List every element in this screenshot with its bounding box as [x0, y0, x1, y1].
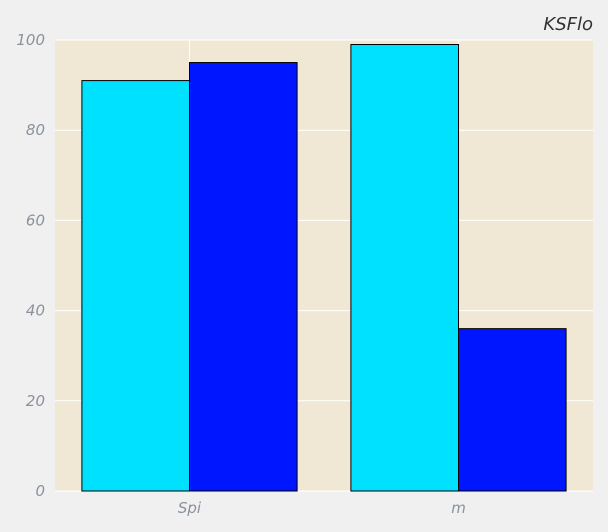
x-axis-ticks: Spi m	[178, 499, 466, 517]
bars	[81, 44, 567, 492]
y-tick-label: 40	[26, 302, 45, 320]
bar-m-series-2	[458, 328, 567, 492]
bar-Spi-series-1	[81, 80, 190, 492]
y-tick-label: 20	[26, 392, 45, 410]
y-tick-label: 0	[35, 482, 45, 500]
bar-Spi-series-2	[189, 62, 298, 492]
y-tick-label: 100	[16, 31, 45, 49]
y-tick-label: 80	[26, 121, 45, 139]
x-tick-label: Spi	[178, 499, 202, 517]
y-tick-label: 60	[26, 211, 45, 229]
chart-title: KSFlo	[543, 14, 593, 35]
y-axis-ticks: 0 20 40 60 80 100	[16, 31, 45, 500]
x-tick-label: m	[451, 499, 466, 517]
bar-m-series-1	[350, 44, 459, 492]
